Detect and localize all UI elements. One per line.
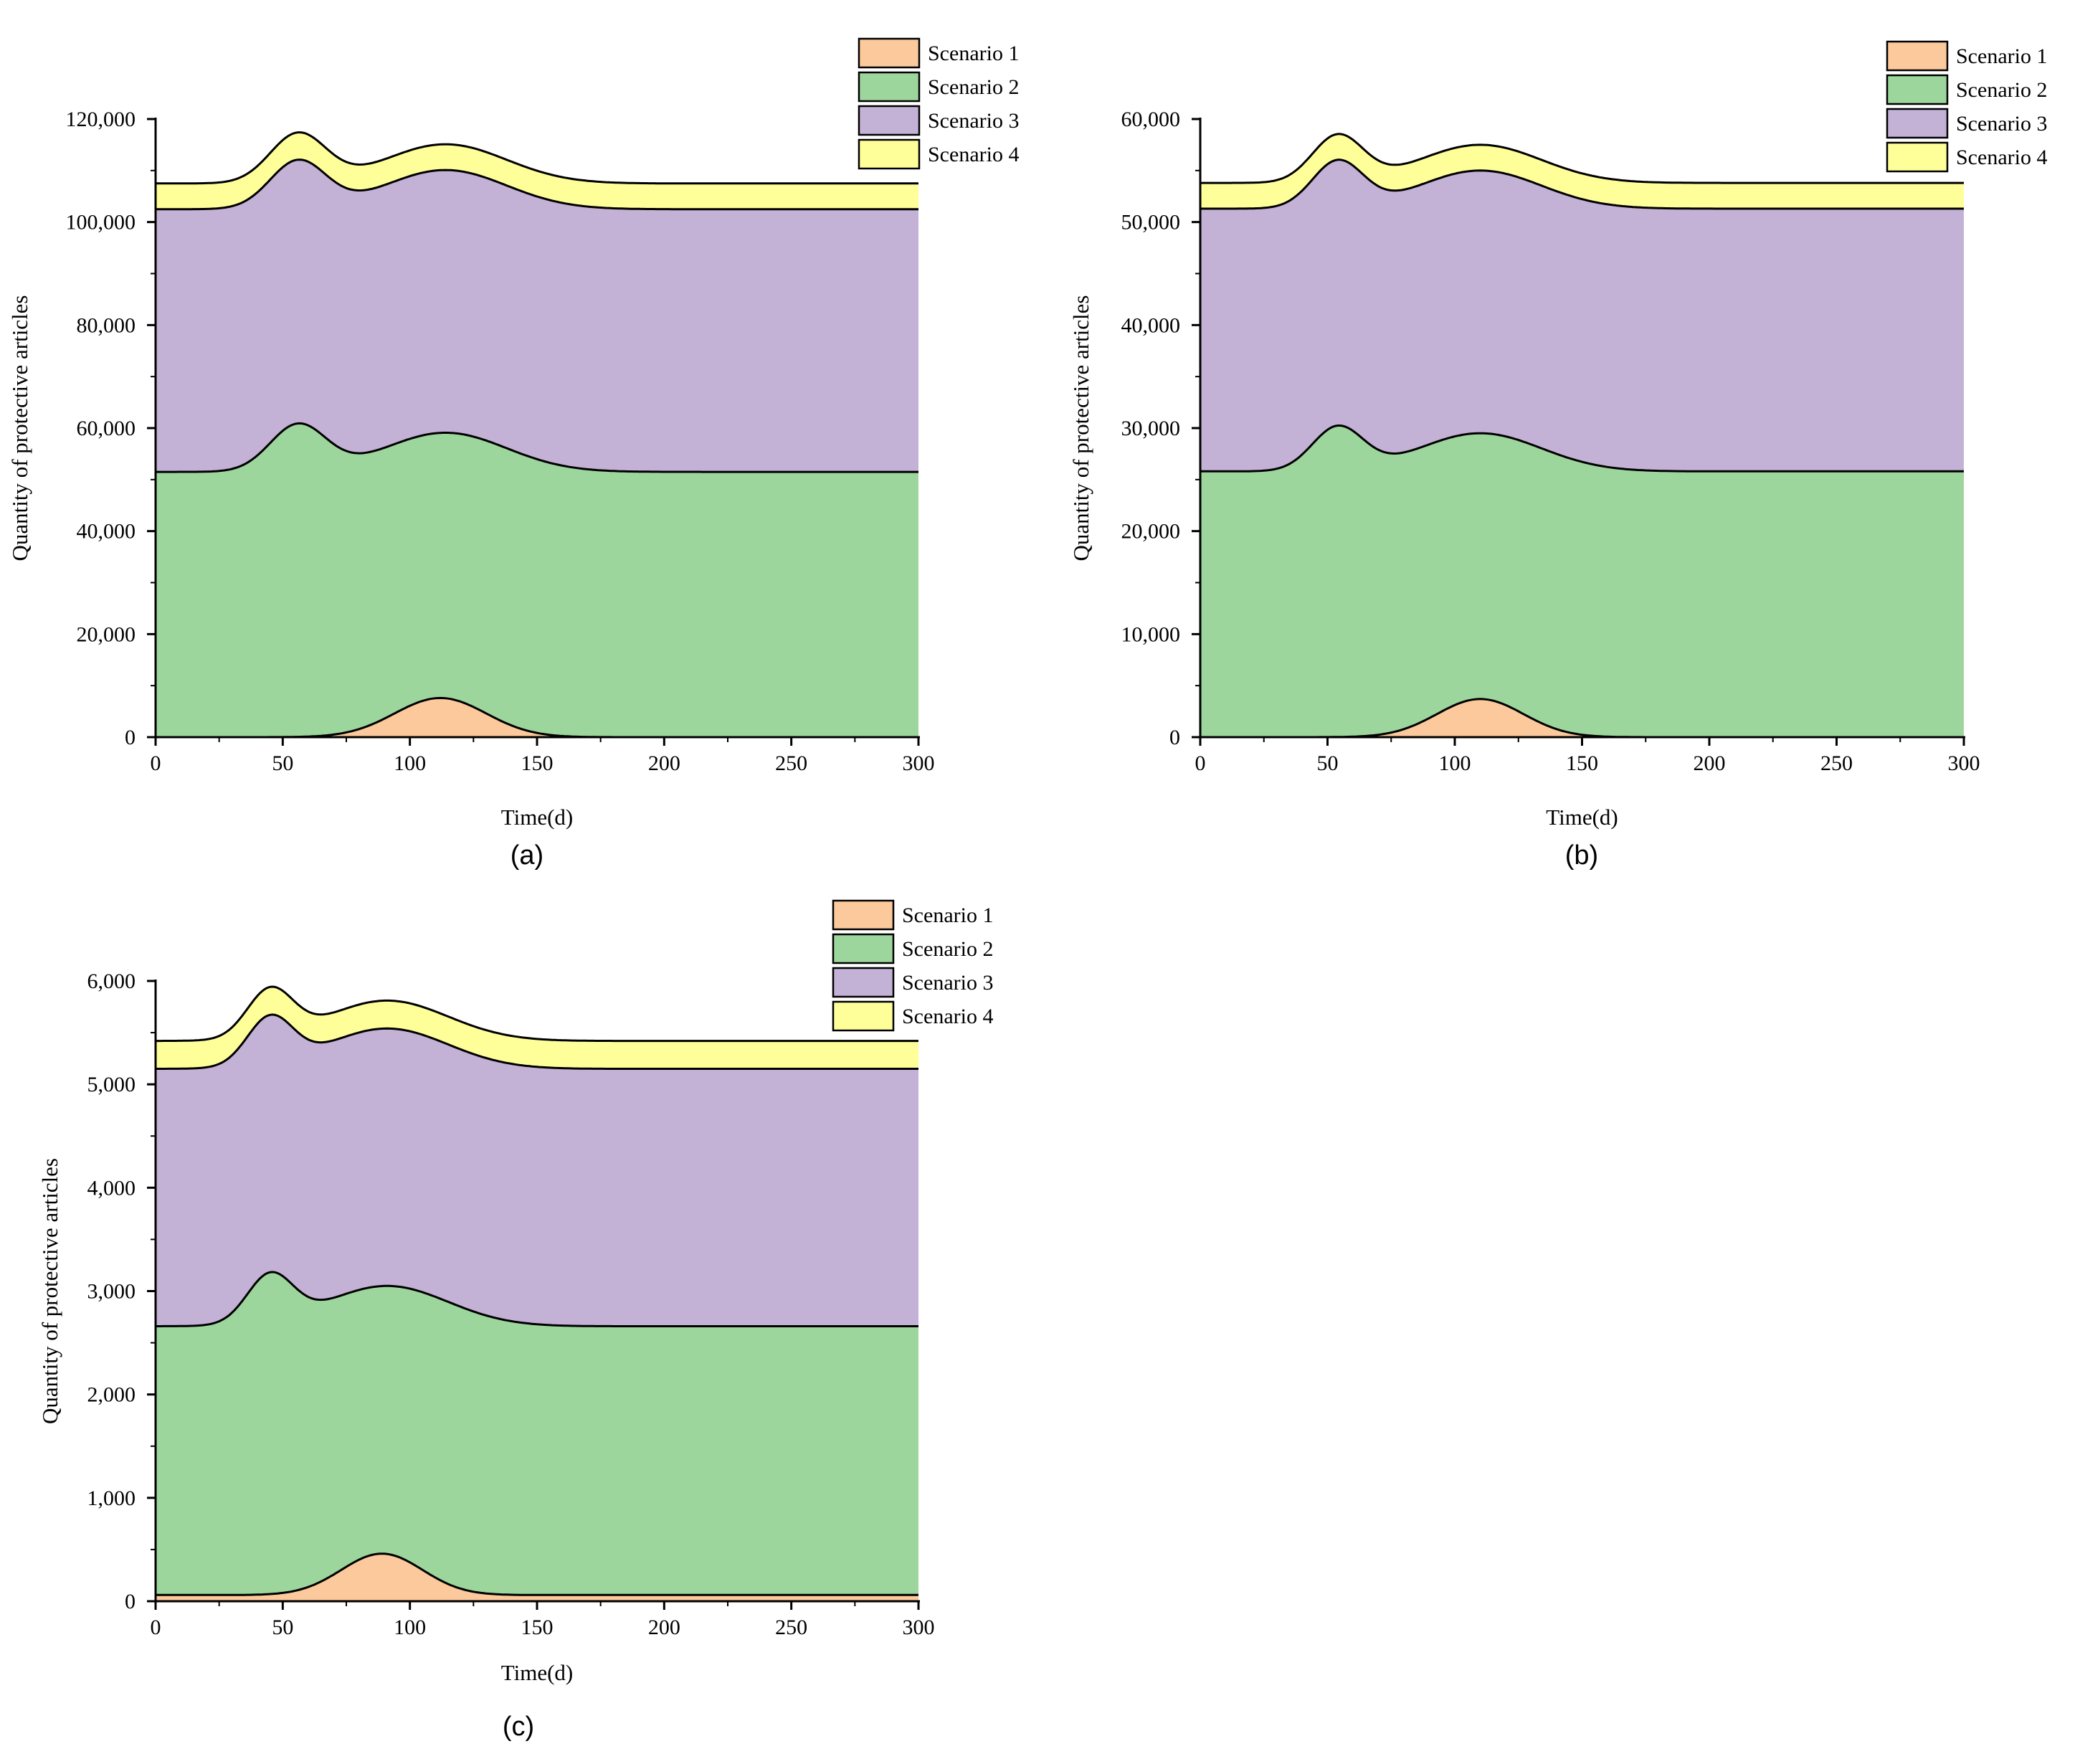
area-line-scenario-3 bbox=[1200, 158, 1964, 210]
y-tick-label: 80,000 bbox=[77, 313, 136, 337]
x-axis-title: Time(d) bbox=[501, 805, 573, 830]
legend-swatch-scenario-1 bbox=[858, 37, 921, 69]
panel-caption: (a) bbox=[510, 840, 543, 871]
legend-swatch-scenario-3 bbox=[858, 105, 921, 136]
area-line-scenario-4 bbox=[156, 985, 918, 1043]
area-line-scenario-1 bbox=[156, 1552, 918, 1596]
y-tick-label: 60,000 bbox=[1121, 108, 1181, 131]
x-tick-label: 250 bbox=[1820, 751, 1853, 775]
y-tick-label: 20,000 bbox=[77, 622, 136, 646]
y-axis-title: Quantity of protective articles bbox=[1068, 295, 1093, 561]
legend-label-scenario-1: Scenario 1 bbox=[928, 42, 1019, 65]
y-tick-label: 2,000 bbox=[87, 1383, 136, 1407]
y-tick-label: 0 bbox=[1169, 726, 1180, 749]
panel-caption: (c) bbox=[503, 1712, 534, 1742]
legend-label-scenario-2: Scenario 2 bbox=[928, 75, 1019, 99]
legend-label-scenario-3: Scenario 3 bbox=[928, 109, 1019, 133]
area-line-scenario-4 bbox=[1200, 133, 1964, 184]
area-scenario-2 bbox=[1200, 425, 1964, 737]
legend-swatch-scenario-3 bbox=[832, 967, 895, 998]
legend: Scenario 1 Scenario 2 Scenario 3 Scenario 4 bbox=[1886, 40, 2047, 173]
x-tick-label: 150 bbox=[521, 751, 554, 775]
x-tick-label: 100 bbox=[394, 1616, 426, 1639]
area-scenario-2 bbox=[156, 423, 918, 737]
legend-label-scenario-3: Scenario 3 bbox=[1956, 112, 2047, 136]
x-tick-label: 100 bbox=[394, 751, 426, 775]
y-tick-label: 3,000 bbox=[87, 1280, 136, 1304]
legend-swatch-scenario-1 bbox=[1886, 40, 1949, 72]
x-tick-label: 50 bbox=[1317, 751, 1339, 775]
y-axis-title: Quantity of protective articles bbox=[7, 295, 32, 561]
x-tick-label: 50 bbox=[272, 751, 293, 775]
y-tick-label: 40,000 bbox=[77, 520, 136, 544]
y-tick-label: 1,000 bbox=[87, 1486, 136, 1510]
y-tick-label: 100,000 bbox=[66, 211, 136, 234]
legend-label-scenario-2: Scenario 2 bbox=[1956, 78, 2047, 102]
chart-panel-2: 0 50 100 150 200 250 300 0 1,000 2,000 3,000 4,000 5… bbox=[37, 899, 993, 1742]
legend-label-scenario-1: Scenario 1 bbox=[902, 904, 993, 927]
x-tick-label: 0 bbox=[1195, 751, 1206, 775]
legend-swatch-scenario-4 bbox=[858, 138, 921, 170]
y-tick-label: 120,000 bbox=[66, 108, 136, 131]
y-tick-label: 5,000 bbox=[87, 1073, 136, 1096]
y-tick-label: 40,000 bbox=[1121, 313, 1181, 337]
area-scenario-2 bbox=[156, 1271, 918, 1601]
area-line-scenario-2 bbox=[156, 422, 918, 473]
x-tick-label: 50 bbox=[272, 1616, 293, 1639]
x-tick-label: 200 bbox=[648, 1616, 680, 1639]
x-tick-label: 150 bbox=[521, 1616, 554, 1639]
x-tick-label: 300 bbox=[1948, 751, 1980, 775]
x-tick-label: 150 bbox=[1566, 751, 1598, 775]
y-tick-label: 0 bbox=[125, 1590, 136, 1613]
legend-swatch-scenario-1 bbox=[832, 899, 895, 931]
y-tick-label: 50,000 bbox=[1121, 211, 1181, 234]
x-tick-label: 0 bbox=[151, 751, 161, 775]
y-tick-label: 60,000 bbox=[77, 417, 136, 440]
x-axis-title: Time(d) bbox=[1546, 805, 1618, 830]
legend-swatch-scenario-3 bbox=[1886, 108, 1949, 139]
legend-swatch-scenario-2 bbox=[832, 933, 895, 964]
area-scenario-1 bbox=[156, 1553, 918, 1601]
y-tick-label: 0 bbox=[125, 726, 136, 749]
y-tick-label: 30,000 bbox=[1121, 417, 1181, 440]
y-tick-label: 6,000 bbox=[87, 969, 136, 993]
x-axis-title: Time(d) bbox=[501, 1660, 573, 1685]
chart-panel-0: 0 50 100 150 200 250 300 0 20,000 40,000 60,000 80,… bbox=[7, 37, 1019, 871]
x-tick-label: 100 bbox=[1439, 751, 1471, 775]
panel-caption: (b) bbox=[1565, 840, 1598, 871]
area-line-scenario-2 bbox=[1200, 425, 1964, 473]
area-line-scenario-3 bbox=[156, 158, 918, 211]
y-tick-label: 10,000 bbox=[1121, 622, 1181, 646]
chart-panel-1: 0 50 100 150 200 250 300 0 10,000 20,000 30,000 40,… bbox=[1068, 40, 2047, 871]
legend-swatch-scenario-2 bbox=[1886, 74, 1949, 105]
legend-swatch-scenario-2 bbox=[858, 71, 921, 103]
x-tick-label: 0 bbox=[151, 1616, 161, 1639]
legend-swatch-scenario-4 bbox=[832, 1000, 895, 1032]
x-tick-label: 200 bbox=[1694, 751, 1726, 775]
legend-label-scenario-4: Scenario 4 bbox=[902, 1005, 993, 1028]
x-tick-label: 300 bbox=[903, 751, 935, 775]
legend: Scenario 1 Scenario 2 Scenario 3 Scenario 4 bbox=[858, 37, 1019, 170]
x-tick-label: 250 bbox=[775, 1616, 807, 1639]
legend-label-scenario-3: Scenario 3 bbox=[902, 971, 993, 995]
legend-label-scenario-4: Scenario 4 bbox=[928, 143, 1019, 166]
area-line-scenario-3 bbox=[156, 1013, 918, 1070]
legend-label-scenario-1: Scenario 1 bbox=[1956, 44, 2047, 68]
area-line-scenario-4 bbox=[156, 131, 918, 185]
legend-swatch-scenario-4 bbox=[1886, 141, 1949, 173]
legend-label-scenario-2: Scenario 2 bbox=[902, 937, 993, 961]
area-line-scenario-2 bbox=[156, 1271, 918, 1327]
x-tick-label: 300 bbox=[903, 1616, 935, 1639]
y-tick-label: 20,000 bbox=[1121, 520, 1181, 544]
x-tick-label: 200 bbox=[648, 751, 680, 775]
y-axis-title: Quantity of protective articles bbox=[37, 1158, 62, 1424]
x-tick-label: 250 bbox=[775, 751, 807, 775]
y-tick-label: 4,000 bbox=[87, 1176, 136, 1200]
legend: Scenario 1 Scenario 2 Scenario 3 Scenario 4 bbox=[832, 899, 993, 1032]
legend-label-scenario-4: Scenario 4 bbox=[1956, 146, 2047, 169]
